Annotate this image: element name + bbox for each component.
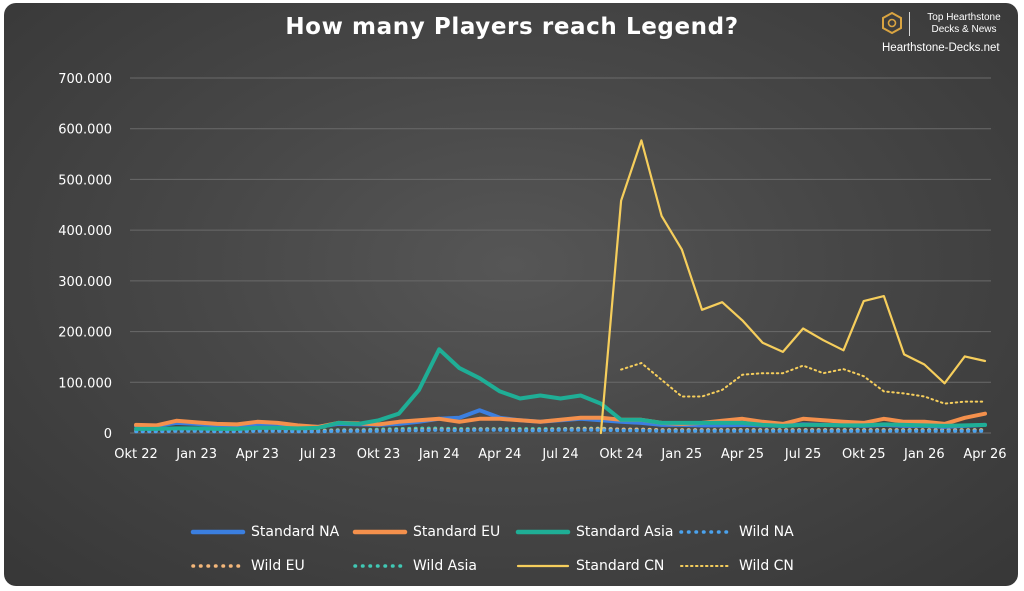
y-axis: 0 100.000 200.000 300.000 400.000 500.000 600.… (58, 72, 112, 442)
series-lines (134, 139, 987, 435)
series-line-standard-eu (134, 411, 987, 429)
y-tick-label: 100.000 (58, 376, 112, 391)
y-tick-label: 600.000 (58, 123, 112, 138)
hearthstone-logo-icon (882, 12, 902, 34)
y-tick-label: 200.000 (58, 326, 112, 341)
x-tick-label: Jan 26 (903, 447, 945, 462)
series-line-wild-cn (620, 362, 986, 405)
x-tick-label: Apr 23 (236, 447, 279, 462)
x-tick-label: Okt 24 (599, 447, 643, 462)
series-line-standard-asia (134, 347, 987, 431)
brand-logo-block: Top Hearthstone Decks & News Hearthstone… (880, 10, 1020, 62)
x-tick-label: Apr 26 (963, 447, 1006, 462)
y-tick-label: 400.000 (58, 224, 112, 239)
y-tick-label: 700.000 (58, 72, 112, 87)
x-tick-label: Jul 23 (299, 447, 336, 462)
chart-title: How many Players reach Legend? (285, 14, 739, 40)
series-line-wild-na (134, 428, 987, 434)
brand-tagline-1: Top Hearthstone (927, 12, 1001, 23)
x-tick-label: Okt 22 (114, 447, 158, 462)
x-tick-label: Jan 24 (418, 447, 460, 462)
x-tick-label: Jan 25 (660, 447, 702, 462)
chart-card (4, 3, 1018, 586)
x-tick-label: Apr 25 (721, 447, 764, 462)
x-tick-label: Jan 23 (175, 447, 217, 462)
x-tick-label: Okt 25 (842, 447, 886, 462)
y-tick-label: 0 (104, 427, 112, 442)
x-tick-label: Apr 24 (478, 447, 521, 462)
series-line-standard-cn (599, 139, 987, 435)
x-axis: Okt 22 Jan 23 Apr 23 Jul 23 Okt 23 Jan 24 Apr … (114, 447, 1006, 462)
y-tick-label: 300.000 (58, 275, 112, 290)
brand-separator (909, 12, 910, 36)
y-tick-label: 500.000 (58, 173, 112, 188)
x-tick-label: Okt 23 (357, 447, 401, 462)
brand-tagline-2: Decks & News (931, 24, 997, 35)
brand-site: Hearthstone-Decks.net (882, 42, 1000, 54)
x-tick-label: Jul 25 (784, 447, 821, 462)
x-tick-label: Jul 24 (541, 447, 578, 462)
gridlines (130, 77, 991, 434)
